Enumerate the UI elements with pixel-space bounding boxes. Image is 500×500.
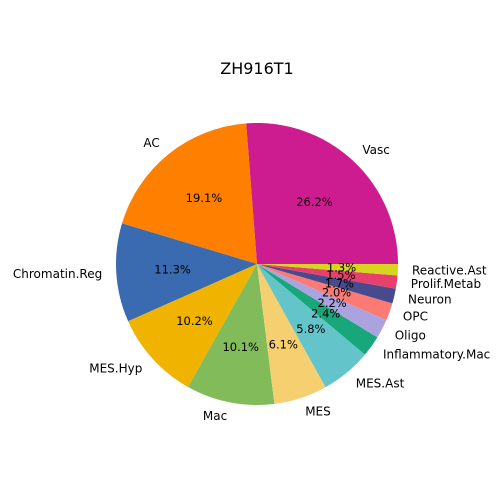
pct-label-mes-ast: 5.8%: [296, 322, 325, 336]
pct-label-opc: 2.0%: [322, 286, 351, 300]
pie-slice-prolif-metab: [257, 264, 398, 289]
slice-label-opc: OPC: [403, 310, 428, 324]
slices-layer: [116, 123, 399, 405]
pct-label-prolif-metab: 1.5%: [326, 268, 355, 282]
pie-slice-mac: [188, 264, 275, 405]
slice-label-mes-ast: MES.Ast: [356, 377, 405, 391]
pie-slice-oligo: [257, 264, 387, 338]
pct-label-chromatin-reg: 11.3%: [154, 262, 191, 276]
percent-labels-layer: 26.2% 19.1% 11.3% 10.2% 10.1% 6.1%5.8% 2.4%2.2…: [154, 191, 356, 354]
slice-label-mes: MES: [305, 404, 331, 418]
chart-title: ZH916T1: [220, 59, 293, 78]
pct-label-mes: 6.1%: [269, 337, 298, 351]
pct-label-mes-hyp: 10.2%: [176, 314, 213, 328]
slice-label-mes-hyp: MES.Hyp: [89, 361, 142, 375]
slice-label-ac: AC: [143, 136, 159, 150]
pie-slice-vasc: [246, 123, 398, 264]
slice-label-oligo: Oligo: [395, 328, 426, 342]
slice-label-mac: Mac: [203, 409, 227, 423]
pct-label-mac: 10.1%: [222, 340, 259, 354]
pct-label-inflammatory-mac: 2.4%: [311, 306, 340, 320]
pct-label-vasc: 26.2%: [296, 195, 333, 209]
pie-slice-inflammatory-mac: [257, 264, 378, 355]
slice-labels-layer: Vasc AC Chromatin.Reg MES.Hyp Mac MES MES.Ast I…: [13, 136, 490, 423]
pct-label-neuron: 1.7%: [325, 276, 354, 290]
pie-slice-mes-hyp: [128, 264, 257, 387]
pct-label-reactive-ast: 1.3%: [327, 260, 356, 274]
pie-slice-reactive-ast: [257, 264, 399, 276]
pie-slice-mes: [257, 264, 326, 404]
slice-label-prolif-metab: Prolif.Metab: [411, 277, 481, 291]
slice-label-inflammatory-mac: Inflammatory.Mac: [383, 347, 490, 361]
slice-label-chromatin-reg: Chromatin.Reg: [13, 267, 102, 281]
slice-label-neuron: Neuron: [408, 292, 452, 306]
pie-slice-neuron: [257, 264, 396, 304]
pie-slice-ac: [121, 123, 258, 264]
pct-label-ac: 19.1%: [186, 191, 223, 205]
slice-label-reactive-ast: Reactive.Ast: [412, 263, 487, 277]
pct-label-oligo: 2.2%: [318, 296, 347, 310]
pie-slice-mes-ast: [257, 264, 366, 388]
pie-slice-opc: [257, 264, 393, 321]
slice-label-vasc: Vasc: [362, 143, 389, 157]
pie-slice-chromatin-reg: [116, 223, 257, 322]
